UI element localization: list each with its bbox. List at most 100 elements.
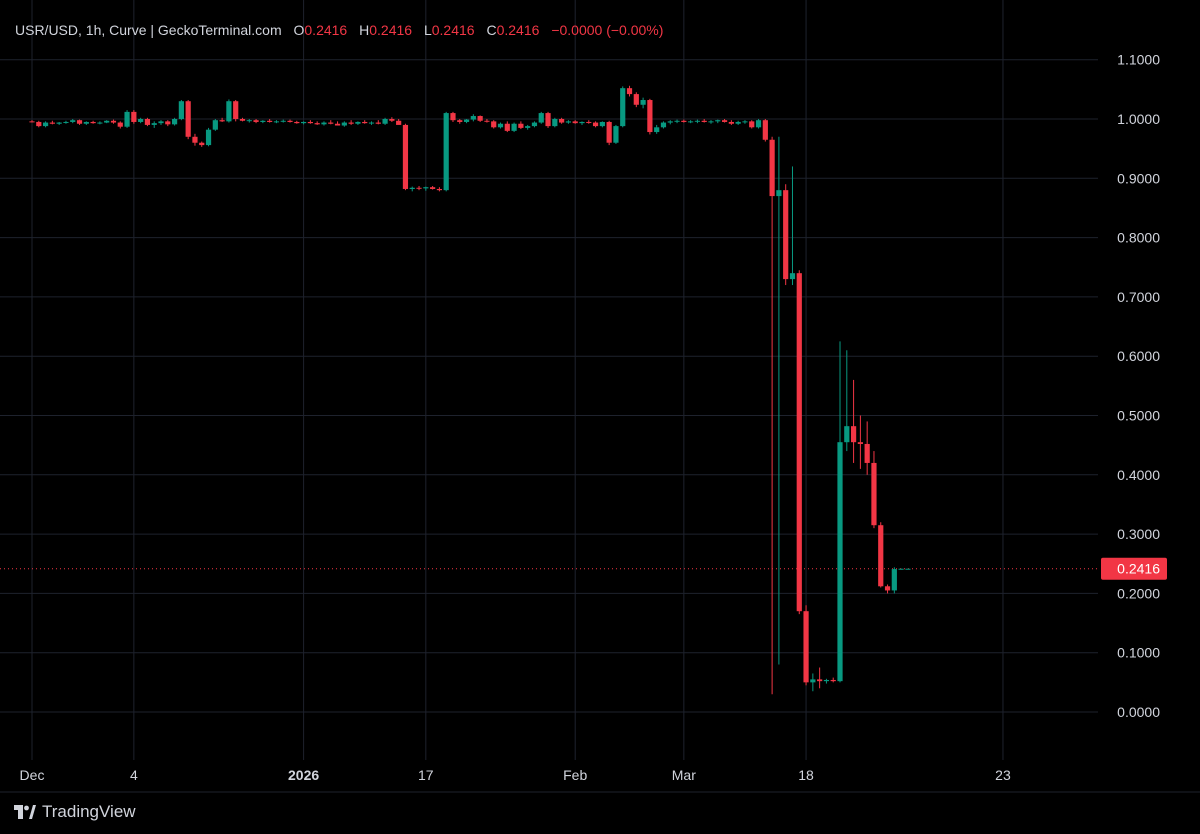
candle-body	[362, 121, 368, 124]
candle-body	[735, 121, 741, 124]
time-tick-label: Dec	[20, 767, 45, 783]
last-price-tag: 0.2416	[1101, 557, 1167, 580]
candle-body	[436, 188, 442, 191]
price-tick-label: 0.1000	[1117, 645, 1160, 661]
candle-body	[389, 119, 395, 121]
candle-body	[565, 121, 572, 123]
candle-body	[511, 123, 517, 131]
open-label: O	[293, 22, 305, 38]
price-tick-label: 0.7000	[1117, 289, 1160, 305]
high-label: H	[359, 22, 370, 38]
candle-body	[694, 120, 701, 122]
candle-body	[144, 119, 151, 125]
candle-body	[212, 120, 218, 130]
candle-body	[749, 121, 755, 128]
candle-body	[199, 142, 205, 146]
open-value: 0.2416	[304, 22, 348, 38]
candle-body	[592, 122, 599, 127]
candle-body	[185, 101, 191, 137]
candle-body	[273, 121, 280, 123]
candle-body	[538, 113, 544, 123]
candle-body	[491, 121, 497, 128]
candle-body	[110, 120, 117, 123]
candle-body	[721, 120, 728, 122]
close-label: C	[486, 22, 497, 38]
candle-body	[49, 122, 55, 124]
candle-body	[857, 442, 863, 444]
candle-body	[355, 121, 361, 124]
candle-body	[287, 120, 293, 122]
candle-body	[484, 120, 490, 122]
candle-body	[83, 121, 89, 124]
candle-body	[348, 122, 354, 124]
candle-body	[314, 123, 320, 125]
time-tick-label: 4	[130, 767, 138, 783]
time-tick-label: 23	[995, 767, 1011, 783]
price-tick-label: 0.9000	[1117, 170, 1160, 186]
candle-body	[864, 443, 870, 463]
candle-body	[233, 101, 239, 119]
price-tick-label: 0.8000	[1117, 230, 1160, 246]
candle-body	[905, 568, 911, 570]
candle-body	[742, 121, 748, 123]
candle-body	[810, 679, 816, 683]
candle-body	[158, 121, 164, 124]
candle-body	[76, 120, 83, 124]
candle-body	[409, 187, 415, 189]
time-axis[interactable]: Dec 4 2026 17 Feb Mar 18 23	[20, 767, 1011, 783]
last-price-tag-label: 0.2416	[1117, 561, 1160, 577]
candle-body	[341, 122, 347, 126]
candle-body	[633, 94, 639, 105]
candle-body	[90, 121, 96, 124]
candle-body	[171, 119, 178, 125]
last-price-tag-bg	[1101, 557, 1167, 580]
candle-body	[328, 122, 334, 124]
candle-body	[117, 122, 123, 127]
candle-body	[443, 113, 449, 191]
candle-body	[559, 119, 565, 123]
time-tick-label: 17	[418, 767, 434, 783]
price-tick-label: 1.0000	[1117, 111, 1160, 127]
candle-body	[416, 187, 422, 189]
time-tick-label: 2026	[288, 767, 319, 783]
candle-body	[321, 122, 327, 125]
candle-body	[599, 121, 605, 127]
candle-body	[463, 119, 470, 122]
candle-body	[124, 111, 130, 127]
candle-body	[674, 120, 680, 122]
grid	[0, 0, 1098, 760]
candle-body	[334, 123, 341, 126]
candle-body	[36, 121, 42, 127]
candle-body	[450, 113, 456, 121]
candle-body	[477, 116, 483, 121]
price-axis[interactable]: 1.1000 1.0000 0.9000 0.8000 0.7000 0.6000 0.50…	[1117, 52, 1160, 720]
tradingview-icon	[14, 805, 36, 819]
candle-body	[382, 119, 388, 124]
candle-body	[789, 273, 796, 280]
candle-body	[654, 127, 660, 133]
candle-body	[29, 121, 35, 123]
candle-body	[606, 121, 612, 143]
candle-body	[457, 120, 463, 122]
candle-body	[830, 679, 836, 682]
candle-body	[396, 120, 402, 125]
candle-body	[552, 119, 558, 127]
candle-body	[56, 122, 62, 124]
candle-body	[165, 121, 171, 125]
candle-body	[850, 426, 857, 443]
candle-body	[178, 101, 184, 119]
tradingview-logo[interactable]: TradingView	[14, 802, 136, 822]
symbol-title[interactable]: USR/USD, 1h, Curve | GeckoTerminal.com	[15, 22, 282, 38]
candle-body	[470, 116, 476, 120]
candle-body	[878, 525, 884, 587]
candle-body	[280, 120, 286, 122]
price-tick-label: 0.4000	[1117, 467, 1160, 483]
candle-body	[660, 122, 667, 128]
candle-body	[531, 122, 538, 127]
time-tick-label: 18	[798, 767, 814, 783]
candle-body	[776, 190, 782, 197]
candle-body	[783, 190, 789, 280]
candle-body	[613, 126, 619, 143]
candle-body	[837, 442, 843, 682]
